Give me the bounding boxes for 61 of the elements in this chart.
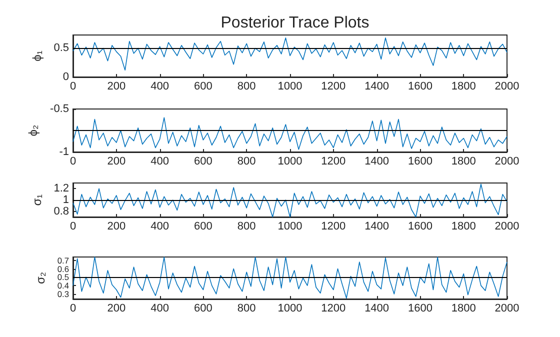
y-tick-label: 0.6	[57, 264, 70, 274]
x-tick-label: 1200	[321, 302, 346, 314]
x-tick-label: 1000	[278, 220, 302, 232]
y-tick-label: 0.3	[57, 288, 70, 299]
line-series	[72, 37, 508, 70]
y-tick-label: 0.7	[57, 255, 70, 266]
x-tick-label: 400	[150, 302, 169, 314]
x-tick-label: 200	[107, 156, 126, 168]
x-tick-label: 600	[194, 302, 212, 314]
x-tick-label: 1400	[364, 80, 390, 92]
y-tick-label: -1	[59, 146, 69, 158]
x-tick-label: 1000	[278, 156, 302, 168]
x-tick-label: 2000	[494, 302, 520, 314]
line-series	[72, 184, 508, 218]
x-tick-label: 1600	[408, 220, 432, 232]
x-tick-label: 600	[194, 156, 212, 168]
x-tick-label: 2000	[494, 220, 520, 232]
y-tick-label: 1.2	[54, 182, 69, 195]
x-tick-label: 2000	[494, 156, 520, 168]
y-axis-title: σ₂	[33, 272, 48, 284]
x-tick-label: 800	[237, 302, 256, 314]
x-tick-label: 1600	[408, 302, 432, 314]
x-tick-label: 1800	[451, 302, 476, 314]
chart-title: Posterior Trace Plots	[220, 14, 370, 32]
line-series	[72, 117, 508, 150]
x-tick-label: 1200	[321, 220, 346, 232]
x-tick-label: 1800	[451, 156, 476, 168]
y-tick-label: 1	[62, 194, 69, 206]
y-tick-label: 0.5	[57, 272, 70, 282]
y-tick-label: 0.5	[54, 42, 69, 54]
x-tick-label: 1600	[408, 156, 432, 168]
x-tick-label: 1400	[364, 156, 390, 168]
y-axis-title: ϕ₂	[26, 124, 40, 136]
x-tick-label: 800	[237, 156, 256, 168]
x-tick-label: 1200	[321, 80, 346, 92]
x-tick-label: 400	[150, 156, 169, 168]
x-tick-label: 1400	[364, 302, 390, 314]
x-tick-label: 1000	[278, 80, 302, 92]
x-tick-label: 200	[107, 220, 126, 232]
x-tick-label: 600	[194, 220, 212, 232]
x-tick-label: 800	[237, 80, 256, 92]
y-axis-title: σ₁	[30, 194, 44, 206]
x-tick-label: 800	[237, 220, 256, 232]
x-tick-label: 1600	[408, 80, 432, 92]
x-tick-label: 400	[150, 220, 169, 232]
x-tick-label: 200	[107, 80, 126, 92]
y-tick-label: 0.4	[57, 280, 70, 291]
x-tick-label: 400	[150, 80, 169, 92]
y-axis-title: ϕ₁	[30, 50, 44, 62]
y-tick-label: -0.5	[50, 103, 69, 115]
x-tick-label: 200	[107, 302, 126, 314]
line-series	[72, 256, 508, 299]
x-tick-label: 600	[194, 80, 212, 92]
x-tick-label: 2000	[494, 80, 520, 92]
x-tick-label: 1800	[451, 220, 476, 232]
x-tick-label: 1800	[451, 80, 476, 92]
x-tick-label: 1200	[321, 156, 346, 168]
x-tick-label: 1400	[364, 220, 390, 232]
y-tick-label: 0.8	[54, 205, 69, 218]
x-tick-label: 1000	[278, 302, 302, 314]
y-tick-label: 0	[62, 71, 69, 83]
